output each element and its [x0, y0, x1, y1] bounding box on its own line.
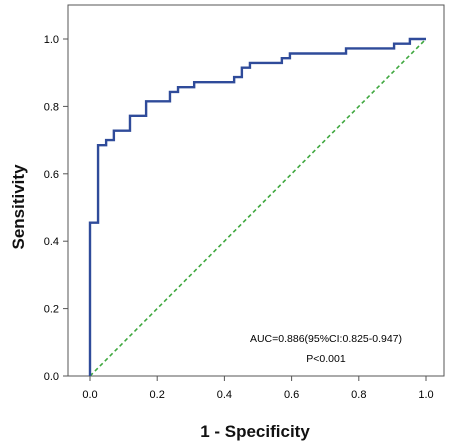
y-axis-title: Sensitivity: [9, 164, 28, 250]
plot-frame: [67, 4, 445, 377]
x-tick-label: 0.8: [351, 389, 366, 401]
reference-diagonal-line: [89, 38, 427, 377]
x-tick-label: 0.6: [284, 389, 299, 401]
auc-annotation: AUC=0.886(95%CI:0.825-0.947): [250, 333, 402, 345]
y-tick-label: 1.0: [44, 34, 59, 46]
x-axis-title: 1 - Specificity: [200, 422, 310, 441]
y-tick-label: 0.4: [44, 236, 59, 248]
y-tick-label: 0.0: [44, 371, 59, 383]
axis-ticks: 0.0 0.2 0.4 0.6 0.8 1.0 0.0 0.2 0.4 0.6 0.8 1.0: [44, 34, 434, 401]
p-value-annotation: P<0.001: [306, 353, 346, 365]
y-tick-label: 0.8: [44, 101, 59, 113]
y-tick-label: 0.6: [44, 169, 59, 181]
roc-curve-line: [88, 37, 426, 376]
x-tick-label: 0.2: [150, 389, 165, 401]
x-tick-label: 0.0: [82, 389, 97, 401]
series-lines: [88, 37, 427, 377]
x-tick-label: 0.4: [217, 389, 232, 401]
x-tick-label: 1.0: [418, 389, 433, 401]
y-tick-label: 0.2: [44, 304, 59, 316]
